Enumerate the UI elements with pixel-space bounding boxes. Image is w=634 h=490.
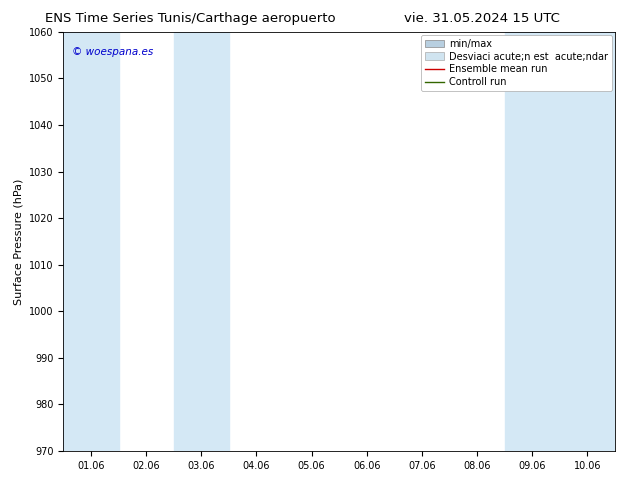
Text: ENS Time Series Tunis/Carthage aeropuerto: ENS Time Series Tunis/Carthage aeropuert… — [45, 12, 335, 25]
Text: vie. 31.05.2024 15 UTC: vie. 31.05.2024 15 UTC — [404, 12, 560, 25]
Y-axis label: Surface Pressure (hPa): Surface Pressure (hPa) — [13, 178, 23, 304]
Bar — [63, 32, 119, 451]
Legend: min/max, Desviaci acute;n est  acute;ndar, Ensemble mean run, Controll run: min/max, Desviaci acute;n est acute;ndar… — [421, 35, 612, 91]
Text: © woespana.es: © woespana.es — [72, 47, 153, 56]
Bar — [174, 32, 229, 451]
Bar — [560, 32, 615, 451]
Bar — [505, 32, 560, 451]
